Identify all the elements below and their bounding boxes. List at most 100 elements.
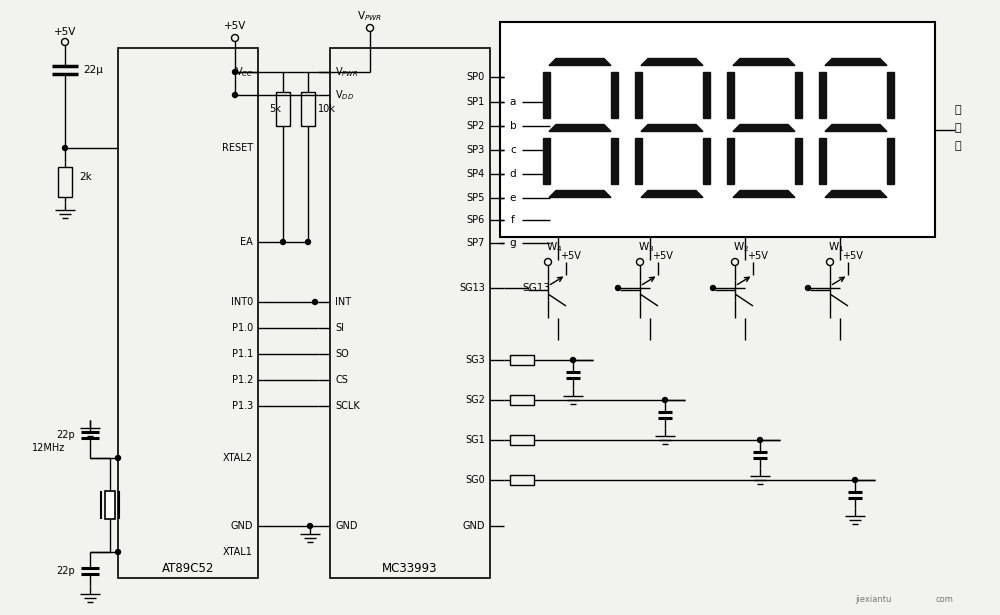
- Text: +5V: +5V: [54, 27, 76, 37]
- Text: GND: GND: [335, 521, 358, 531]
- Text: SG13: SG13: [522, 283, 550, 293]
- Text: 阳: 阳: [955, 123, 961, 133]
- Circle shape: [852, 477, 858, 483]
- Bar: [510, 435, 534, 445]
- Circle shape: [710, 285, 716, 290]
- Text: P1.2: P1.2: [232, 375, 253, 385]
- Text: RESET: RESET: [222, 143, 253, 153]
- Text: W$_4$: W$_4$: [546, 240, 563, 254]
- Text: 极: 极: [955, 141, 961, 151]
- Polygon shape: [887, 138, 894, 184]
- Circle shape: [758, 437, 763, 443]
- Text: GND: GND: [230, 521, 253, 531]
- Text: SCLK: SCLK: [335, 401, 360, 411]
- Text: P1.3: P1.3: [232, 401, 253, 411]
- Text: +5V: +5V: [652, 251, 672, 261]
- Text: d: d: [510, 169, 516, 179]
- Text: P1.0: P1.0: [232, 323, 253, 333]
- Polygon shape: [542, 138, 550, 184]
- Text: W$_2$: W$_2$: [733, 240, 749, 254]
- Text: SI: SI: [335, 323, 344, 333]
- Text: SP7: SP7: [467, 238, 485, 248]
- Text: com: com: [936, 595, 954, 605]
- Bar: [330, 48, 490, 578]
- Circle shape: [616, 285, 620, 290]
- Text: SG3: SG3: [465, 355, 485, 365]
- Text: XTAL1: XTAL1: [223, 547, 253, 557]
- Polygon shape: [818, 138, 826, 184]
- Polygon shape: [635, 72, 642, 118]
- Text: INT: INT: [335, 297, 351, 307]
- Circle shape: [116, 549, 120, 555]
- Text: +5V: +5V: [842, 251, 862, 261]
- Bar: [276, 92, 290, 126]
- Polygon shape: [733, 191, 795, 197]
- Text: SP2: SP2: [467, 121, 485, 131]
- Text: b: b: [510, 121, 516, 131]
- Text: SG1: SG1: [465, 435, 485, 445]
- Polygon shape: [825, 191, 887, 197]
- Polygon shape: [702, 72, 710, 118]
- Polygon shape: [549, 124, 611, 132]
- Circle shape: [62, 146, 68, 151]
- Text: V$_{PWR}$: V$_{PWR}$: [357, 9, 383, 23]
- Circle shape: [662, 397, 668, 402]
- Bar: [510, 475, 534, 485]
- Text: SP4: SP4: [467, 169, 485, 179]
- Circle shape: [312, 300, 318, 304]
- Text: W$_3$: W$_3$: [638, 240, 654, 254]
- Bar: [105, 491, 115, 519]
- Text: V$_{CC}$: V$_{CC}$: [235, 65, 253, 79]
- Text: +5V: +5V: [747, 251, 767, 261]
- Text: 2k: 2k: [79, 172, 92, 182]
- Text: g: g: [510, 238, 516, 248]
- Polygon shape: [887, 72, 894, 118]
- Polygon shape: [794, 72, 802, 118]
- Circle shape: [570, 357, 576, 362]
- Polygon shape: [726, 138, 734, 184]
- Polygon shape: [635, 138, 642, 184]
- Polygon shape: [794, 138, 802, 184]
- Text: 22μ: 22μ: [83, 65, 103, 75]
- Circle shape: [306, 239, 310, 245]
- Circle shape: [116, 456, 120, 461]
- Text: V$_{DD}$: V$_{DD}$: [335, 88, 354, 102]
- Text: a: a: [510, 97, 516, 107]
- Text: AT89C52: AT89C52: [162, 561, 214, 574]
- Text: jiexiantu: jiexiantu: [855, 595, 891, 605]
- Text: MC33993: MC33993: [382, 561, 438, 574]
- Circle shape: [806, 285, 810, 290]
- Text: 22p: 22p: [56, 430, 75, 440]
- Polygon shape: [610, 72, 618, 118]
- Polygon shape: [733, 58, 795, 66]
- Text: 5k: 5k: [269, 104, 281, 114]
- Polygon shape: [702, 138, 710, 184]
- Text: 10k: 10k: [318, 104, 336, 114]
- Text: SP5: SP5: [467, 193, 485, 203]
- Text: EA: EA: [240, 237, 253, 247]
- Polygon shape: [818, 72, 826, 118]
- Text: SG0: SG0: [465, 475, 485, 485]
- Text: 22p: 22p: [56, 566, 75, 576]
- Circle shape: [308, 523, 312, 528]
- Bar: [510, 355, 534, 365]
- Text: SG2: SG2: [465, 395, 485, 405]
- Text: CS: CS: [335, 375, 348, 385]
- Text: SP1: SP1: [467, 97, 485, 107]
- Polygon shape: [641, 58, 703, 66]
- Circle shape: [280, 239, 286, 245]
- Text: +5V: +5V: [224, 21, 246, 31]
- Circle shape: [232, 69, 238, 74]
- Text: 共: 共: [955, 105, 961, 115]
- Circle shape: [232, 92, 238, 98]
- Polygon shape: [641, 124, 703, 132]
- Text: P1.1: P1.1: [232, 349, 253, 359]
- Text: SP3: SP3: [467, 145, 485, 155]
- Polygon shape: [542, 72, 550, 118]
- Text: SG13: SG13: [459, 283, 485, 293]
- Polygon shape: [733, 124, 795, 132]
- Polygon shape: [825, 124, 887, 132]
- Polygon shape: [549, 191, 611, 197]
- Text: V$_{PWR}$: V$_{PWR}$: [335, 65, 359, 79]
- Text: +5V: +5V: [560, 251, 580, 261]
